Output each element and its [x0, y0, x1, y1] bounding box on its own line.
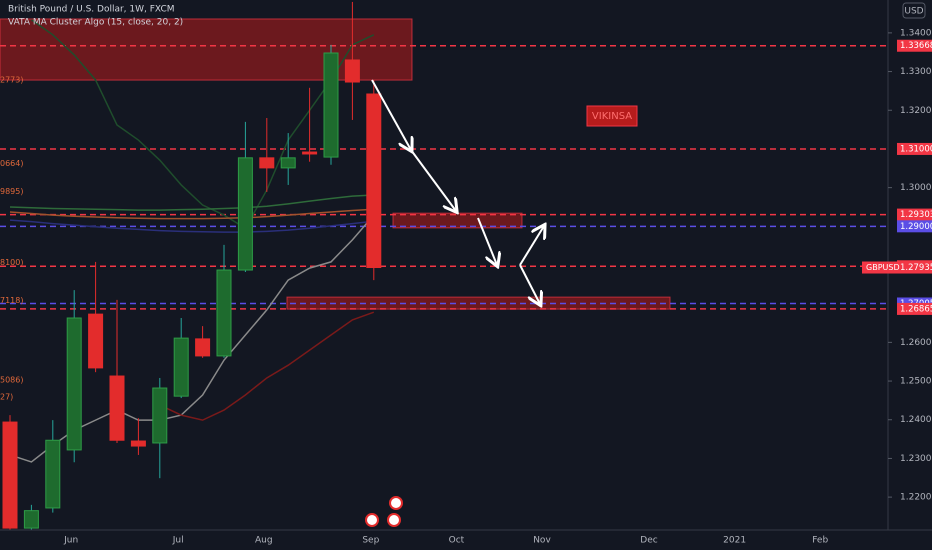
level-label-box — [897, 208, 932, 221]
arrow — [477, 217, 497, 265]
y-tick-label: 1.33000 — [900, 67, 932, 77]
moving-average — [9, 194, 374, 211]
y-tick-label: 1.34000 — [900, 28, 932, 38]
level-label: 1.29303 — [900, 210, 932, 220]
candle-body — [259, 157, 275, 169]
y-tick-label: 1.22000 — [900, 493, 932, 503]
candle-body — [195, 338, 211, 357]
level-label-box — [897, 302, 932, 315]
event-icon[interactable] — [365, 513, 379, 527]
event-icons — [365, 496, 403, 527]
arrow — [410, 149, 456, 211]
moving-average — [9, 208, 374, 220]
candle-body — [280, 157, 296, 169]
arrow — [519, 226, 544, 266]
x-tick-label: Nov — [533, 536, 551, 546]
arrow — [519, 264, 540, 304]
y-tick-label: 1.26000 — [900, 338, 932, 348]
candle-body — [2, 421, 18, 529]
y-tick-label: 1.25000 — [900, 377, 932, 387]
event-icon[interactable] — [389, 496, 403, 510]
candle-body — [323, 52, 339, 158]
moving-average — [30, 19, 375, 230]
arrow — [371, 79, 411, 150]
level-label: 1.29000 — [900, 222, 932, 232]
y-tick-label: 1.32000 — [900, 106, 932, 116]
level-label: 1.26865 — [900, 304, 932, 314]
level-label-box — [897, 220, 932, 233]
indicator-label: 7118) — [0, 296, 23, 305]
x-tick-label: Jun — [63, 536, 78, 546]
watermark-box — [586, 105, 638, 127]
candle-body — [302, 151, 318, 155]
x-tick-label: Jul — [172, 536, 184, 546]
candle-body — [152, 387, 168, 444]
candle-body — [23, 510, 39, 529]
candle-body — [109, 375, 125, 441]
candle-body — [130, 440, 146, 447]
y-tick-label: 1.23000 — [900, 454, 932, 464]
price-axis — [888, 0, 932, 550]
x-tick-label: Dec — [640, 536, 657, 546]
moving-average — [159, 311, 375, 421]
indicator-label: 0664) — [0, 159, 23, 168]
indicator-name: VATA MA Cluster Algo (15, close, 20, 2) — [8, 18, 183, 28]
currency: USD — [904, 7, 923, 17]
last-price-symbol: GBPUSD — [866, 263, 900, 272]
arrows — [371, 79, 544, 304]
candle-body — [88, 313, 104, 369]
candle-body — [66, 317, 82, 451]
chart-title: British Pound / U.S. Dollar, 1W, FXCM — [8, 5, 175, 15]
candle-body — [366, 93, 382, 269]
x-tick-label: 2021 — [723, 536, 746, 546]
watermark: VIKINSA — [592, 111, 632, 122]
candle-body — [237, 157, 253, 271]
candle-body — [173, 337, 189, 397]
indicator-label: 9895) — [0, 187, 23, 196]
last-price-value: 1.27935 — [900, 263, 932, 273]
event-icon[interactable] — [387, 513, 401, 527]
candle-body — [216, 269, 232, 357]
indicator-label: 27) — [0, 392, 13, 401]
indicator-label: 2773) — [0, 76, 23, 85]
x-tick-label: Feb — [812, 536, 828, 546]
level-label-box — [897, 142, 932, 155]
y-tick-label: 1.30000 — [900, 183, 932, 193]
indicator-label: 5086) — [0, 375, 23, 384]
currency-box[interactable] — [902, 2, 926, 19]
y-tick-label: 1.24000 — [900, 415, 932, 425]
last-price-box — [862, 261, 932, 274]
indicator-label: 8100) — [0, 258, 23, 267]
x-tick-label: Oct — [449, 536, 465, 546]
moving-average — [9, 219, 374, 233]
candle-body — [344, 59, 360, 83]
level-label: 1.33668 — [900, 41, 932, 51]
level-label-box — [897, 39, 932, 52]
candle-body — [45, 439, 61, 509]
level-label: 1.31000 — [900, 144, 932, 154]
x-tick-label: Aug — [255, 536, 273, 546]
x-tick-label: Sep — [362, 536, 379, 546]
